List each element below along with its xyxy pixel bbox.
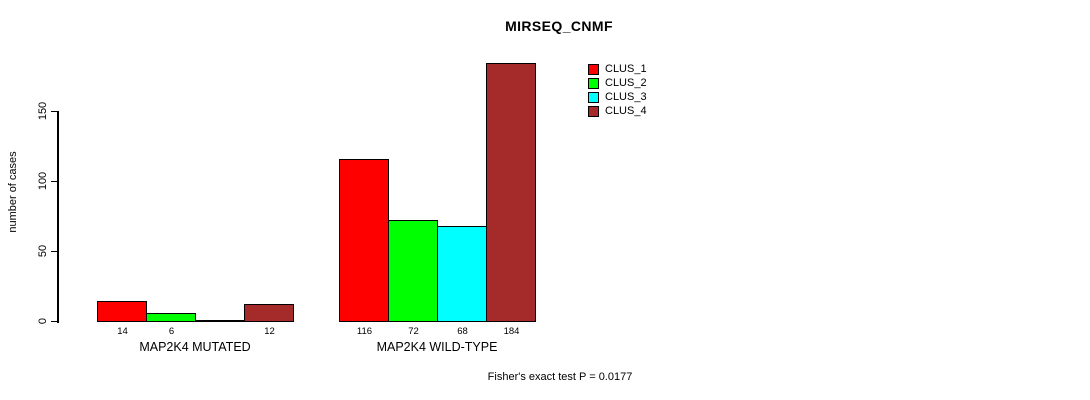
legend-item: CLUS_3 (588, 90, 647, 104)
legend-item: CLUS_1 (588, 62, 647, 76)
bar-zero-line (195, 320, 245, 322)
bar-value-label: 72 (408, 326, 419, 337)
y-axis-title: number of cases (7, 151, 19, 233)
legend-item: CLUS_2 (588, 76, 647, 90)
legend-label: CLUS_3 (605, 91, 647, 103)
legend-swatch (588, 91, 599, 103)
y-tick-label: 0 (37, 317, 49, 325)
legend-item: CLUS_4 (588, 104, 647, 118)
bar (97, 301, 147, 322)
bar (146, 313, 196, 322)
legend: CLUS_1 CLUS_2 CLUS_3 CLUS_4 (588, 62, 647, 118)
legend-swatch (588, 63, 599, 75)
group-label: MAP2K4 WILD-TYPE (376, 340, 498, 354)
bar (244, 304, 294, 322)
y-tick (51, 110, 58, 112)
bar-value-label: 184 (503, 326, 520, 337)
y-tick-label: 50 (37, 244, 49, 258)
bar (486, 63, 536, 322)
bar-value-label: 6 (168, 326, 175, 337)
y-tick (51, 250, 58, 252)
chart-title: MIRSEQ_CNMF (505, 18, 613, 34)
legend-swatch (588, 77, 599, 89)
bar (339, 159, 389, 322)
bar (437, 226, 487, 322)
legend-label: CLUS_1 (605, 63, 647, 75)
bar-value-label: 116 (356, 326, 373, 337)
bar-value-label: 68 (457, 326, 468, 337)
y-tick (51, 180, 58, 182)
bar (388, 220, 438, 322)
legend-label: CLUS_4 (605, 105, 647, 117)
legend-label: CLUS_2 (605, 77, 647, 89)
group-label: MAP2K4 MUTATED (139, 340, 251, 354)
y-tick-label: 100 (37, 171, 49, 191)
bar-value-label: 12 (264, 326, 275, 337)
y-tick-label: 150 (37, 101, 49, 121)
y-tick (51, 320, 58, 322)
bar-value-label: 14 (117, 326, 128, 337)
y-axis-line (57, 111, 59, 323)
annotation-text: Fisher's exact test P = 0.0177 (487, 371, 633, 383)
legend-swatch (588, 105, 599, 117)
